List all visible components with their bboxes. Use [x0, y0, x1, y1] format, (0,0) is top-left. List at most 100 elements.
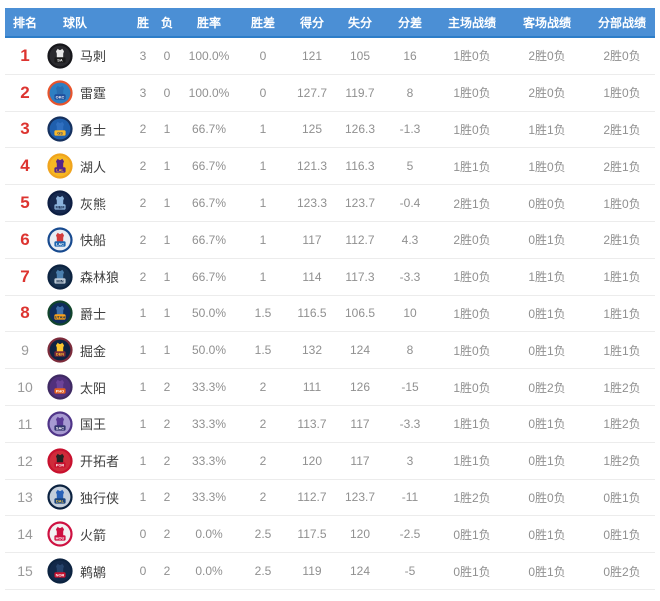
points-against-cell: 119.7: [345, 85, 375, 100]
team-link[interactable]: PHO 太阳: [47, 374, 106, 400]
point-diff-cell: 8: [406, 343, 414, 358]
table-row: 3 GS 勇士 2 1 66.7% 1 125 126.3 -1.3 1胜0负 1胜1负 2胜1负: [5, 111, 655, 149]
rank-cell: 4: [20, 156, 30, 176]
games-behind-cell: 1: [259, 269, 267, 284]
point-diff-cell: 10: [403, 306, 417, 321]
header-team: 球队: [63, 15, 88, 30]
team-cell: DAL 独行侠: [45, 484, 129, 511]
svg-text:DEN: DEN: [56, 352, 64, 357]
wins-cell: 1: [139, 416, 147, 431]
rank-cell: 10: [17, 379, 33, 396]
header-games-behind: 胜差: [250, 15, 275, 30]
home-record-cell: 1胜0负: [453, 306, 491, 321]
win-pct-cell: 50.0%: [191, 343, 227, 358]
sa-team-logo-icon: SA: [47, 43, 73, 69]
games-behind-cell: 1.5: [254, 306, 272, 321]
svg-text:HOU: HOU: [56, 536, 65, 541]
svg-text:SA: SA: [57, 57, 63, 62]
points-for-cell: 116.5: [297, 306, 327, 321]
team-link[interactable]: MIN 森林狼: [47, 264, 119, 290]
table-header-row: 排名 球队 胜 负 胜率 胜差 得分 失分 分差 主场战绩 客场战绩 分部战绩: [5, 8, 655, 38]
den-team-logo-icon: DEN: [47, 337, 73, 363]
win-pct-cell: 33.3%: [191, 380, 227, 395]
rank-cell: 12: [17, 452, 33, 469]
home-record-cell: 1胜0负: [453, 343, 491, 358]
games-behind-cell: 0: [259, 85, 267, 100]
point-diff-cell: -2.5: [399, 527, 421, 542]
team-link[interactable]: DAL 独行侠: [47, 484, 119, 511]
team-link[interactable]: POR 开拓者: [47, 448, 119, 474]
team-cell: DEN 掘金: [45, 337, 129, 363]
team-link[interactable]: OKC 雷霆: [47, 80, 106, 106]
wins-cell: 3: [139, 85, 147, 100]
division-record-cell: 2胜0负: [603, 49, 641, 64]
svg-text:SAC: SAC: [56, 425, 64, 430]
team-cell: UTAH 爵士: [45, 300, 129, 327]
rank-cell: 1: [20, 45, 30, 65]
away-record-cell: 0胜1负: [528, 564, 566, 579]
team-link[interactable]: UTAH 爵士: [47, 300, 107, 327]
division-record-cell: 1胜2负: [603, 417, 641, 432]
team-cell: OKC 雷霆: [45, 80, 129, 106]
point-diff-cell: 5: [406, 159, 414, 174]
losses-cell: 2: [163, 564, 171, 579]
home-record-cell: 2胜0负: [453, 233, 491, 248]
team-name: 国王: [80, 417, 107, 433]
svg-text:POR: POR: [56, 462, 65, 467]
gs-team-logo-icon: GS: [47, 116, 73, 143]
table-row: 5 MEM 灰熊 2 1 66.7% 1 123.3 123.7 -0.4 2胜1负 0胜0负 1胜0负: [5, 185, 655, 222]
svg-text:GS: GS: [57, 131, 63, 136]
away-record-cell: 2胜0负: [528, 86, 566, 101]
point-diff-cell: 16: [403, 48, 417, 63]
team-link[interactable]: NOR 鹈鹕: [47, 558, 106, 584]
lal-team-logo-icon: LAL: [47, 153, 73, 179]
team-name: 雷霆: [80, 86, 107, 102]
games-behind-cell: 1: [259, 159, 267, 174]
win-pct-cell: 33.3%: [191, 490, 227, 505]
nor-team-logo-icon: NOR: [47, 558, 73, 584]
point-diff-cell: -1.3: [399, 122, 421, 137]
team-link[interactable]: SA 马刺: [47, 43, 106, 69]
team-link[interactable]: SAC 国王: [47, 411, 106, 437]
rank-cell: 6: [20, 229, 30, 249]
team-name: 火箭: [80, 527, 107, 543]
win-pct-cell: 66.7%: [191, 196, 227, 211]
games-behind-cell: 1.5: [254, 343, 272, 358]
table-row: 9 DEN 掘金 1 1 50.0% 1.5 132 124 8 1胜0负 0胜1负 1胜1负: [5, 332, 655, 370]
win-pct-cell: 0.0%: [195, 564, 223, 579]
rank-cell: 11: [17, 415, 33, 432]
team-link[interactable]: MEM 灰熊: [47, 190, 106, 216]
division-record-cell: 1胜2负: [603, 380, 641, 395]
rank-cell: 7: [20, 266, 30, 286]
table-row: 12 POR 开拓者 1 2 33.3% 2 120 117 3 1胜1负 0胜1负 1胜2负: [5, 442, 655, 480]
away-record-cell: 1胜0负: [528, 159, 566, 174]
team-link[interactable]: GS 勇士: [47, 116, 106, 143]
table-row: 14 HOU 火箭 0 2 0.0% 2.5 117.5 120 -2.5 0胜1负 0胜1负 0胜1负: [5, 516, 655, 554]
wins-cell: 2: [139, 269, 147, 284]
team-name: 爵士: [80, 306, 107, 322]
points-against-cell: 116.3: [345, 159, 375, 174]
team-cell: LAC 快船: [45, 227, 129, 253]
table-row: 15 NOR 鹈鹕 0 2 0.0% 2.5 119 124 -5 0胜1负 0胜1负 0胜2负: [5, 553, 655, 590]
point-diff-cell: 3: [406, 453, 414, 468]
away-record-cell: 0胜0负: [528, 196, 566, 211]
losses-cell: 1: [163, 232, 171, 247]
away-record-cell: 0胜0负: [528, 490, 566, 505]
team-cell: POR 开拓者: [45, 448, 129, 474]
points-against-cell: 123.7: [344, 490, 376, 505]
division-record-cell: 2胜1负: [603, 122, 641, 137]
mem-team-logo-icon: MEM: [47, 190, 73, 216]
team-link[interactable]: DEN 掘金: [47, 337, 106, 363]
team-cell: SA 马刺: [45, 43, 129, 69]
team-link[interactable]: LAC 快船: [47, 227, 106, 253]
games-behind-cell: 0: [259, 48, 267, 63]
table-row: 4 LAL 湖人 2 1 66.7% 1 121.3 116.3 5 1胜1负 1胜0负 2胜1负: [5, 148, 655, 186]
header-losses: 负: [160, 15, 173, 30]
team-link[interactable]: HOU 火箭: [47, 521, 106, 547]
sac-team-logo-icon: SAC: [47, 411, 73, 437]
home-record-cell: 1胜0负: [453, 270, 491, 285]
team-link[interactable]: LAL 湖人: [47, 153, 106, 179]
rank-cell: 5: [20, 193, 30, 213]
team-name: 快船: [80, 233, 107, 249]
header-away-record: 客场战绩: [522, 15, 571, 30]
